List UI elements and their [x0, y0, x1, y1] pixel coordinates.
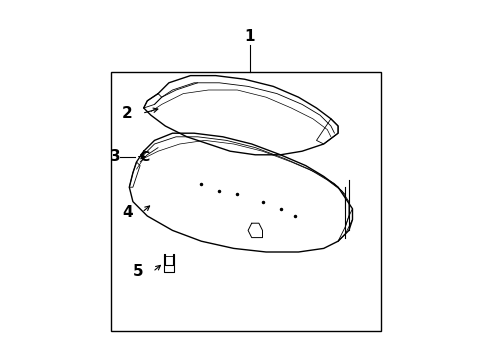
Bar: [111, 72, 381, 331]
Text: C: C: [139, 150, 149, 163]
Text: 3: 3: [109, 149, 120, 164]
Text: 1: 1: [244, 28, 255, 44]
Text: 2: 2: [122, 106, 133, 121]
Text: 4: 4: [122, 205, 133, 220]
Text: 5: 5: [133, 264, 143, 279]
